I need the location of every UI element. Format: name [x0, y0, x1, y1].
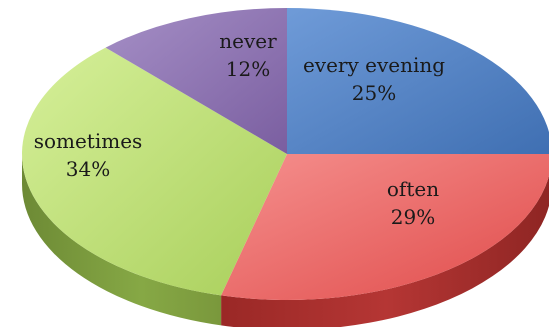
pie-labels: every evening 25% often 29% sometimes 34% neve…	[34, 29, 446, 229]
pie-side-sometimes	[22, 154, 222, 326]
slice-label-never: never	[219, 29, 277, 53]
slice-percent-never: 12%	[226, 57, 270, 81]
slice-label-sometimes: sometimes	[34, 129, 143, 153]
pie-slice-often	[221, 154, 549, 300]
pie-slices	[21, 8, 549, 300]
slice-label-every-evening: every evening	[303, 53, 445, 77]
pie-slice-every-evening	[287, 8, 549, 154]
pie-slice-sometimes	[21, 47, 287, 296]
slice-percent-often: 29%	[391, 205, 435, 229]
slice-percent-every-evening: 25%	[352, 81, 396, 105]
pie-sides	[22, 154, 549, 327]
pie-slice-never	[105, 8, 287, 154]
slice-percent-sometimes: 34%	[66, 157, 110, 181]
pie-side-often	[221, 175, 549, 327]
slice-label-often: often	[387, 177, 439, 201]
